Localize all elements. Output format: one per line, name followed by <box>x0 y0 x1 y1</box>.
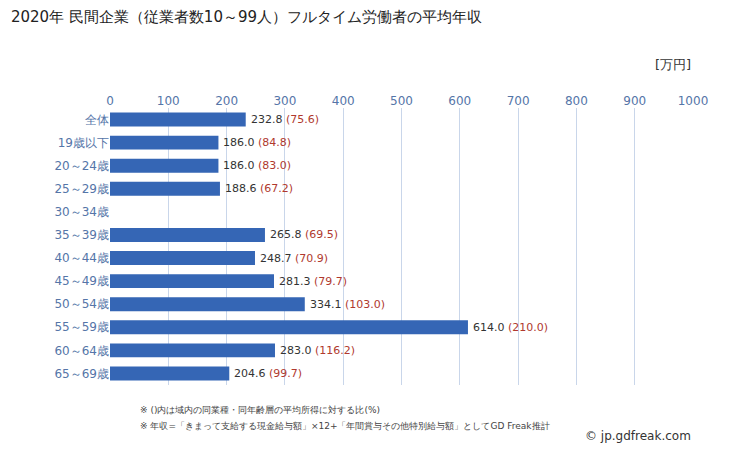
svg-text:45～49歳: 45～49歳 <box>54 274 109 288</box>
svg-text:35～39歳: 35～39歳 <box>54 228 109 242</box>
svg-text:186.0 (83.0): 186.0 (83.0) <box>223 159 291 172</box>
svg-text:186.0 (84.8): 186.0 (84.8) <box>223 136 291 149</box>
svg-text:281.3 (79.7): 281.3 (79.7) <box>279 275 347 288</box>
svg-text:700: 700 <box>507 94 530 108</box>
svg-text:25～29歳: 25～29歳 <box>54 182 109 196</box>
svg-text:全体: 全体 <box>85 113 109 127</box>
svg-text:614.0 (210.0): 614.0 (210.0) <box>473 321 548 334</box>
svg-text:283.0 (116.2): 283.0 (116.2) <box>280 344 355 357</box>
svg-text:200: 200 <box>215 94 238 108</box>
svg-text:232.8 (75.6): 232.8 (75.6) <box>251 113 319 126</box>
svg-text:600: 600 <box>448 94 471 108</box>
svg-text:800: 800 <box>565 94 588 108</box>
svg-text:188.6 (67.2): 188.6 (67.2) <box>225 182 293 195</box>
svg-text:© jp.gdfreak.com: © jp.gdfreak.com <box>585 429 691 443</box>
svg-text:※ 年収=「きまって支給する現金給与額」×12+「年間賞与そ: ※ 年収=「きまって支給する現金給与額」×12+「年間賞与その他特別給与額」とし… <box>140 421 550 431</box>
svg-text:100: 100 <box>157 94 180 108</box>
svg-text:19歳以下: 19歳以下 <box>58 136 109 150</box>
svg-text:265.8 (69.5): 265.8 (69.5) <box>270 228 338 241</box>
svg-text:20～24歳: 20～24歳 <box>54 159 109 173</box>
svg-text:400: 400 <box>332 94 355 108</box>
svg-text:500: 500 <box>390 94 413 108</box>
svg-text:60～64歳: 60～64歳 <box>54 344 109 358</box>
svg-text:1000: 1000 <box>678 94 709 108</box>
svg-text:55～59歳: 55～59歳 <box>54 320 109 334</box>
svg-text:65～69歳: 65～69歳 <box>54 367 109 381</box>
svg-text:50～54歳: 50～54歳 <box>54 297 109 311</box>
svg-text:334.1 (103.0): 334.1 (103.0) <box>310 298 385 311</box>
svg-text:900: 900 <box>623 94 646 108</box>
svg-text:204.6 (99.7): 204.6 (99.7) <box>234 367 302 380</box>
svg-text:300: 300 <box>273 94 296 108</box>
svg-text:248.7 (70.9): 248.7 (70.9) <box>260 252 328 265</box>
svg-text:2020年 民間企業（従業者数10～99人）フルタイム労働者: 2020年 民間企業（従業者数10～99人）フルタイム労働者の平均年収 <box>11 8 482 26</box>
svg-text:0: 0 <box>106 94 114 108</box>
svg-text:※ ()内は域内の同業種・同年齢層の平均所得に対する比(%): ※ ()内は域内の同業種・同年齢層の平均所得に対する比(%) <box>140 405 380 415</box>
svg-text:40～44歳: 40～44歳 <box>54 251 109 265</box>
svg-text:[万円]: [万円] <box>655 57 691 72</box>
svg-text:30～34歳: 30～34歳 <box>54 205 109 219</box>
